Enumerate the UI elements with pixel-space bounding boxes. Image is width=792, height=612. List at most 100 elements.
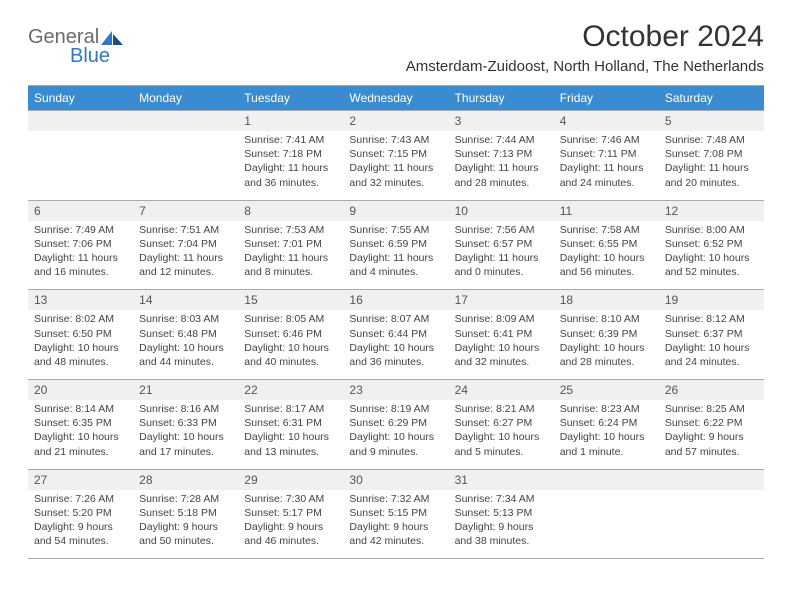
sunset-text: Sunset: 6:33 PM <box>139 416 232 430</box>
daylight-text: Daylight: 11 hours and 32 minutes. <box>349 161 442 189</box>
day-number: 17 <box>449 290 554 310</box>
day-number: 11 <box>554 201 659 221</box>
sunrise-text: Sunrise: 7:53 AM <box>244 223 337 237</box>
day-header: Thursday <box>449 86 554 110</box>
day-cell: Sunrise: 7:49 AMSunset: 7:06 PMDaylight:… <box>28 221 133 290</box>
sunrise-text: Sunrise: 8:09 AM <box>455 312 548 326</box>
sunset-text: Sunset: 6:31 PM <box>244 416 337 430</box>
daylight-text: Daylight: 10 hours and 28 minutes. <box>560 341 653 369</box>
daylight-text: Daylight: 10 hours and 5 minutes. <box>455 430 548 458</box>
day-header: Monday <box>133 86 238 110</box>
header: General Blue October 2024 Amsterdam-Zuid… <box>28 20 764 75</box>
sunset-text: Sunset: 6:59 PM <box>349 237 442 251</box>
logo-text-blue: Blue <box>70 45 123 68</box>
daylight-text: Daylight: 11 hours and 24 minutes. <box>560 161 653 189</box>
daylight-text: Daylight: 11 hours and 8 minutes. <box>244 251 337 279</box>
daylight-text: Daylight: 10 hours and 52 minutes. <box>665 251 758 279</box>
sunrise-text: Sunrise: 7:51 AM <box>139 223 232 237</box>
sunrise-text: Sunrise: 8:10 AM <box>560 312 653 326</box>
day-header: Saturday <box>659 86 764 110</box>
day-content-row: Sunrise: 7:26 AMSunset: 5:20 PMDaylight:… <box>28 490 764 560</box>
page-title: October 2024 <box>406 20 764 54</box>
day-cell: Sunrise: 7:51 AMSunset: 7:04 PMDaylight:… <box>133 221 238 290</box>
day-number: 28 <box>133 470 238 490</box>
daylight-text: Daylight: 9 hours and 50 minutes. <box>139 520 232 548</box>
sunset-text: Sunset: 7:06 PM <box>34 237 127 251</box>
daylight-text: Daylight: 10 hours and 17 minutes. <box>139 430 232 458</box>
daylight-text: Daylight: 10 hours and 21 minutes. <box>34 430 127 458</box>
daylight-text: Daylight: 10 hours and 32 minutes. <box>455 341 548 369</box>
day-cell: Sunrise: 8:23 AMSunset: 6:24 PMDaylight:… <box>554 400 659 469</box>
sunrise-text: Sunrise: 8:03 AM <box>139 312 232 326</box>
day-number-row: 13141516171819 <box>28 289 764 310</box>
day-number: 14 <box>133 290 238 310</box>
sunset-text: Sunset: 7:15 PM <box>349 147 442 161</box>
sunset-text: Sunset: 6:52 PM <box>665 237 758 251</box>
weeks-container: 12345Sunrise: 7:41 AMSunset: 7:18 PMDayl… <box>28 110 764 559</box>
day-cell: Sunrise: 8:10 AMSunset: 6:39 PMDaylight:… <box>554 310 659 379</box>
sunset-text: Sunset: 7:13 PM <box>455 147 548 161</box>
day-number: 27 <box>28 470 133 490</box>
day-number: 7 <box>133 201 238 221</box>
day-number: 16 <box>343 290 448 310</box>
day-cell: Sunrise: 7:30 AMSunset: 5:17 PMDaylight:… <box>238 490 343 559</box>
daylight-text: Daylight: 9 hours and 46 minutes. <box>244 520 337 548</box>
day-number: 13 <box>28 290 133 310</box>
sunset-text: Sunset: 5:13 PM <box>455 506 548 520</box>
daylight-text: Daylight: 11 hours and 12 minutes. <box>139 251 232 279</box>
day-cell: Sunrise: 7:26 AMSunset: 5:20 PMDaylight:… <box>28 490 133 559</box>
logo-text-block: General Blue <box>28 26 123 68</box>
sunrise-text: Sunrise: 7:58 AM <box>560 223 653 237</box>
sunrise-text: Sunrise: 7:30 AM <box>244 492 337 506</box>
day-content-row: Sunrise: 8:02 AMSunset: 6:50 PMDaylight:… <box>28 310 764 379</box>
day-cell: Sunrise: 7:32 AMSunset: 5:15 PMDaylight:… <box>343 490 448 559</box>
day-cell: Sunrise: 8:05 AMSunset: 6:46 PMDaylight:… <box>238 310 343 379</box>
title-block: October 2024 Amsterdam-Zuidoost, North H… <box>406 20 764 75</box>
day-number: 20 <box>28 380 133 400</box>
day-content-row: Sunrise: 8:14 AMSunset: 6:35 PMDaylight:… <box>28 400 764 469</box>
day-cell <box>659 490 764 559</box>
sunrise-text: Sunrise: 8:19 AM <box>349 402 442 416</box>
sunset-text: Sunset: 6:29 PM <box>349 416 442 430</box>
daylight-text: Daylight: 9 hours and 38 minutes. <box>455 520 548 548</box>
sunset-text: Sunset: 5:18 PM <box>139 506 232 520</box>
day-cell: Sunrise: 7:55 AMSunset: 6:59 PMDaylight:… <box>343 221 448 290</box>
sunset-text: Sunset: 6:41 PM <box>455 327 548 341</box>
daylight-text: Daylight: 10 hours and 13 minutes. <box>244 430 337 458</box>
sunrise-text: Sunrise: 8:00 AM <box>665 223 758 237</box>
day-cell: Sunrise: 7:34 AMSunset: 5:13 PMDaylight:… <box>449 490 554 559</box>
day-cell: Sunrise: 7:48 AMSunset: 7:08 PMDaylight:… <box>659 131 764 200</box>
day-cell: Sunrise: 7:44 AMSunset: 7:13 PMDaylight:… <box>449 131 554 200</box>
day-number: 10 <box>449 201 554 221</box>
day-number: 12 <box>659 201 764 221</box>
sunset-text: Sunset: 6:39 PM <box>560 327 653 341</box>
sunset-text: Sunset: 5:15 PM <box>349 506 442 520</box>
sunrise-text: Sunrise: 7:56 AM <box>455 223 548 237</box>
day-number: 18 <box>554 290 659 310</box>
daylight-text: Daylight: 11 hours and 20 minutes. <box>665 161 758 189</box>
day-number-row: 6789101112 <box>28 200 764 221</box>
day-content-row: Sunrise: 7:41 AMSunset: 7:18 PMDaylight:… <box>28 131 764 200</box>
day-number: 23 <box>343 380 448 400</box>
day-number: 21 <box>133 380 238 400</box>
day-cell <box>28 131 133 200</box>
day-cell: Sunrise: 8:14 AMSunset: 6:35 PMDaylight:… <box>28 400 133 469</box>
day-cell: Sunrise: 8:09 AMSunset: 6:41 PMDaylight:… <box>449 310 554 379</box>
sunrise-text: Sunrise: 8:21 AM <box>455 402 548 416</box>
day-number: 22 <box>238 380 343 400</box>
sunset-text: Sunset: 6:22 PM <box>665 416 758 430</box>
day-number: 9 <box>343 201 448 221</box>
daylight-text: Daylight: 10 hours and 44 minutes. <box>139 341 232 369</box>
sunset-text: Sunset: 6:27 PM <box>455 416 548 430</box>
sunrise-text: Sunrise: 7:26 AM <box>34 492 127 506</box>
day-number-row: 20212223242526 <box>28 379 764 400</box>
sunrise-text: Sunrise: 7:44 AM <box>455 133 548 147</box>
sunset-text: Sunset: 7:01 PM <box>244 237 337 251</box>
day-number: 26 <box>659 380 764 400</box>
daylight-text: Daylight: 11 hours and 28 minutes. <box>455 161 548 189</box>
sunrise-text: Sunrise: 7:49 AM <box>34 223 127 237</box>
day-cell: Sunrise: 8:00 AMSunset: 6:52 PMDaylight:… <box>659 221 764 290</box>
day-number: 4 <box>554 111 659 131</box>
daylight-text: Daylight: 10 hours and 36 minutes. <box>349 341 442 369</box>
sunset-text: Sunset: 7:18 PM <box>244 147 337 161</box>
